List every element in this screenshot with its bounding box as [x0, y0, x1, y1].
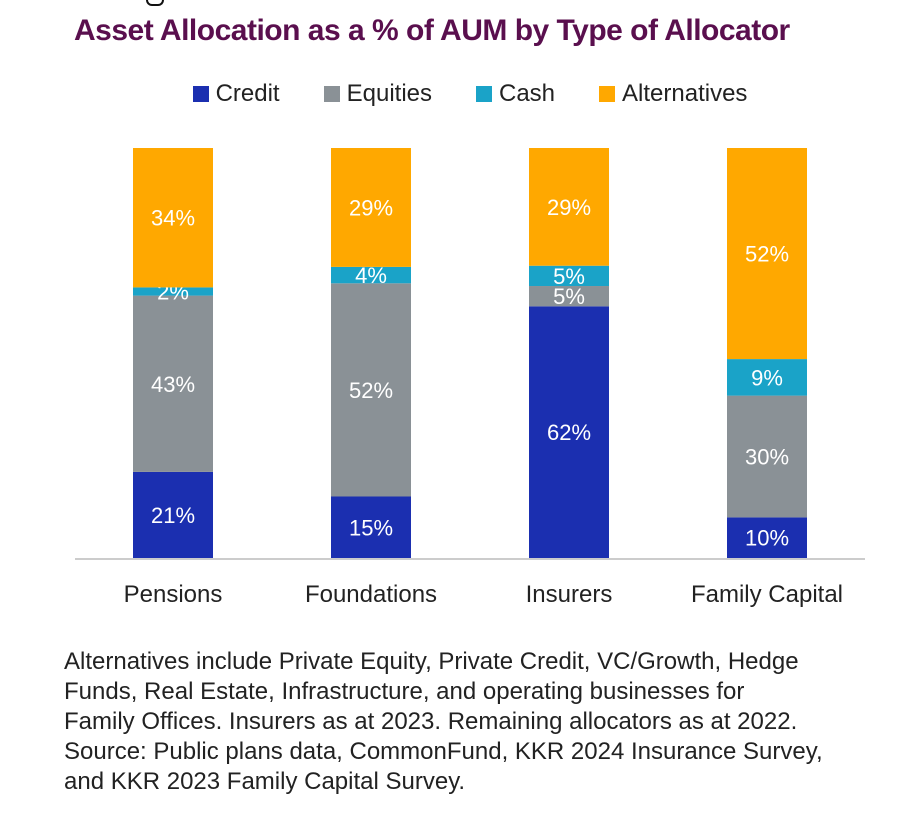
- logo-fragment-icon: [146, 0, 164, 6]
- stacked-bar-chart: 21%43%2%34%Pensions15%52%4%29%Foundation…: [75, 148, 865, 608]
- data-label-insurers-cash: 5%: [553, 264, 585, 289]
- category-label-foundations: Foundations: [305, 581, 437, 608]
- footnote-line: Source: Public plans data, CommonFund, K…: [64, 738, 823, 765]
- data-label-foundations-cash: 4%: [355, 263, 387, 288]
- category-label-insurers: Insurers: [526, 581, 613, 608]
- legend-label-credit: Credit: [215, 80, 280, 107]
- bar-segment-pensions-alternatives: [133, 148, 213, 288]
- bar-segment-family-capital-credit: [727, 517, 807, 558]
- data-label-foundations-alternatives: 29%: [349, 195, 393, 220]
- bar-segment-foundations-equities: [331, 283, 411, 497]
- category-label-family-capital: Family Capital: [691, 581, 843, 608]
- legend-label-equities: Equities: [346, 80, 432, 107]
- legend-item-cash: Cash: [476, 80, 555, 108]
- bar-segment-insurers-cash: [529, 265, 609, 287]
- bar-segment-pensions-cash: [133, 287, 213, 296]
- footnote-line: Alternatives include Private Equity, Pri…: [64, 648, 799, 675]
- legend-label-cash: Cash: [499, 80, 556, 107]
- bar-segment-family-capital-alternatives: [727, 148, 807, 360]
- legend-swatch-alternatives: [599, 86, 616, 102]
- data-label-family-capital-equities: 30%: [745, 445, 789, 470]
- bar-segment-family-capital-cash: [727, 359, 807, 396]
- bar-segment-foundations-alternatives: [331, 148, 411, 267]
- data-label-family-capital-cash: 9%: [751, 365, 783, 390]
- bar-segment-pensions-credit: [133, 471, 213, 558]
- legend-item-alternatives: Alternatives: [599, 80, 747, 108]
- bar-segment-insurers-credit: [529, 306, 609, 558]
- data-label-pensions-credit: 21%: [151, 503, 195, 528]
- bar-segment-pensions-equities: [133, 295, 213, 472]
- legend-swatch-cash: [476, 86, 492, 102]
- bar-segment-foundations-credit: [331, 496, 411, 558]
- data-label-insurers-credit: 62%: [547, 420, 591, 445]
- category-label-pensions: Pensions: [124, 581, 223, 608]
- data-label-pensions-alternatives: 34%: [151, 206, 195, 231]
- bar-segment-insurers-equities: [529, 286, 609, 307]
- bar-segment-family-capital-equities: [727, 395, 807, 518]
- footnote-line: Family Offices. Insurers as at 2023. Rem…: [64, 708, 798, 735]
- bar-segment-foundations-cash: [331, 266, 411, 284]
- legend-item-credit: Credit: [192, 80, 280, 108]
- data-label-family-capital-credit: 10%: [745, 526, 789, 551]
- data-label-pensions-equities: 43%: [151, 372, 195, 397]
- legend-swatch-credit: [192, 86, 209, 102]
- legend-swatch-equities: [323, 86, 340, 102]
- data-label-foundations-equities: 52%: [349, 378, 393, 403]
- data-label-insurers-alternatives: 29%: [547, 195, 591, 220]
- data-label-family-capital-alternatives: 52%: [745, 242, 789, 267]
- footnote-line: and KKR 2023 Family Capital Survey.: [64, 768, 466, 795]
- data-label-insurers-equities: 5%: [553, 284, 585, 309]
- legend-label-alternatives: Alternatives: [622, 80, 748, 107]
- legend-item-equities: Equities: [323, 80, 432, 108]
- bar-segment-insurers-alternatives: [529, 148, 609, 266]
- footnote-line: Funds, Real Estate, Infrastructure, and …: [64, 678, 745, 705]
- chart-legend: Credit Equities Cash Alternatives: [0, 80, 910, 108]
- footnote: Alternatives include Private Equity, Pri…: [64, 647, 894, 797]
- data-label-foundations-credit: 15%: [349, 515, 393, 540]
- chart-title: Asset Allocation as a % of AUM by Type o…: [74, 14, 790, 47]
